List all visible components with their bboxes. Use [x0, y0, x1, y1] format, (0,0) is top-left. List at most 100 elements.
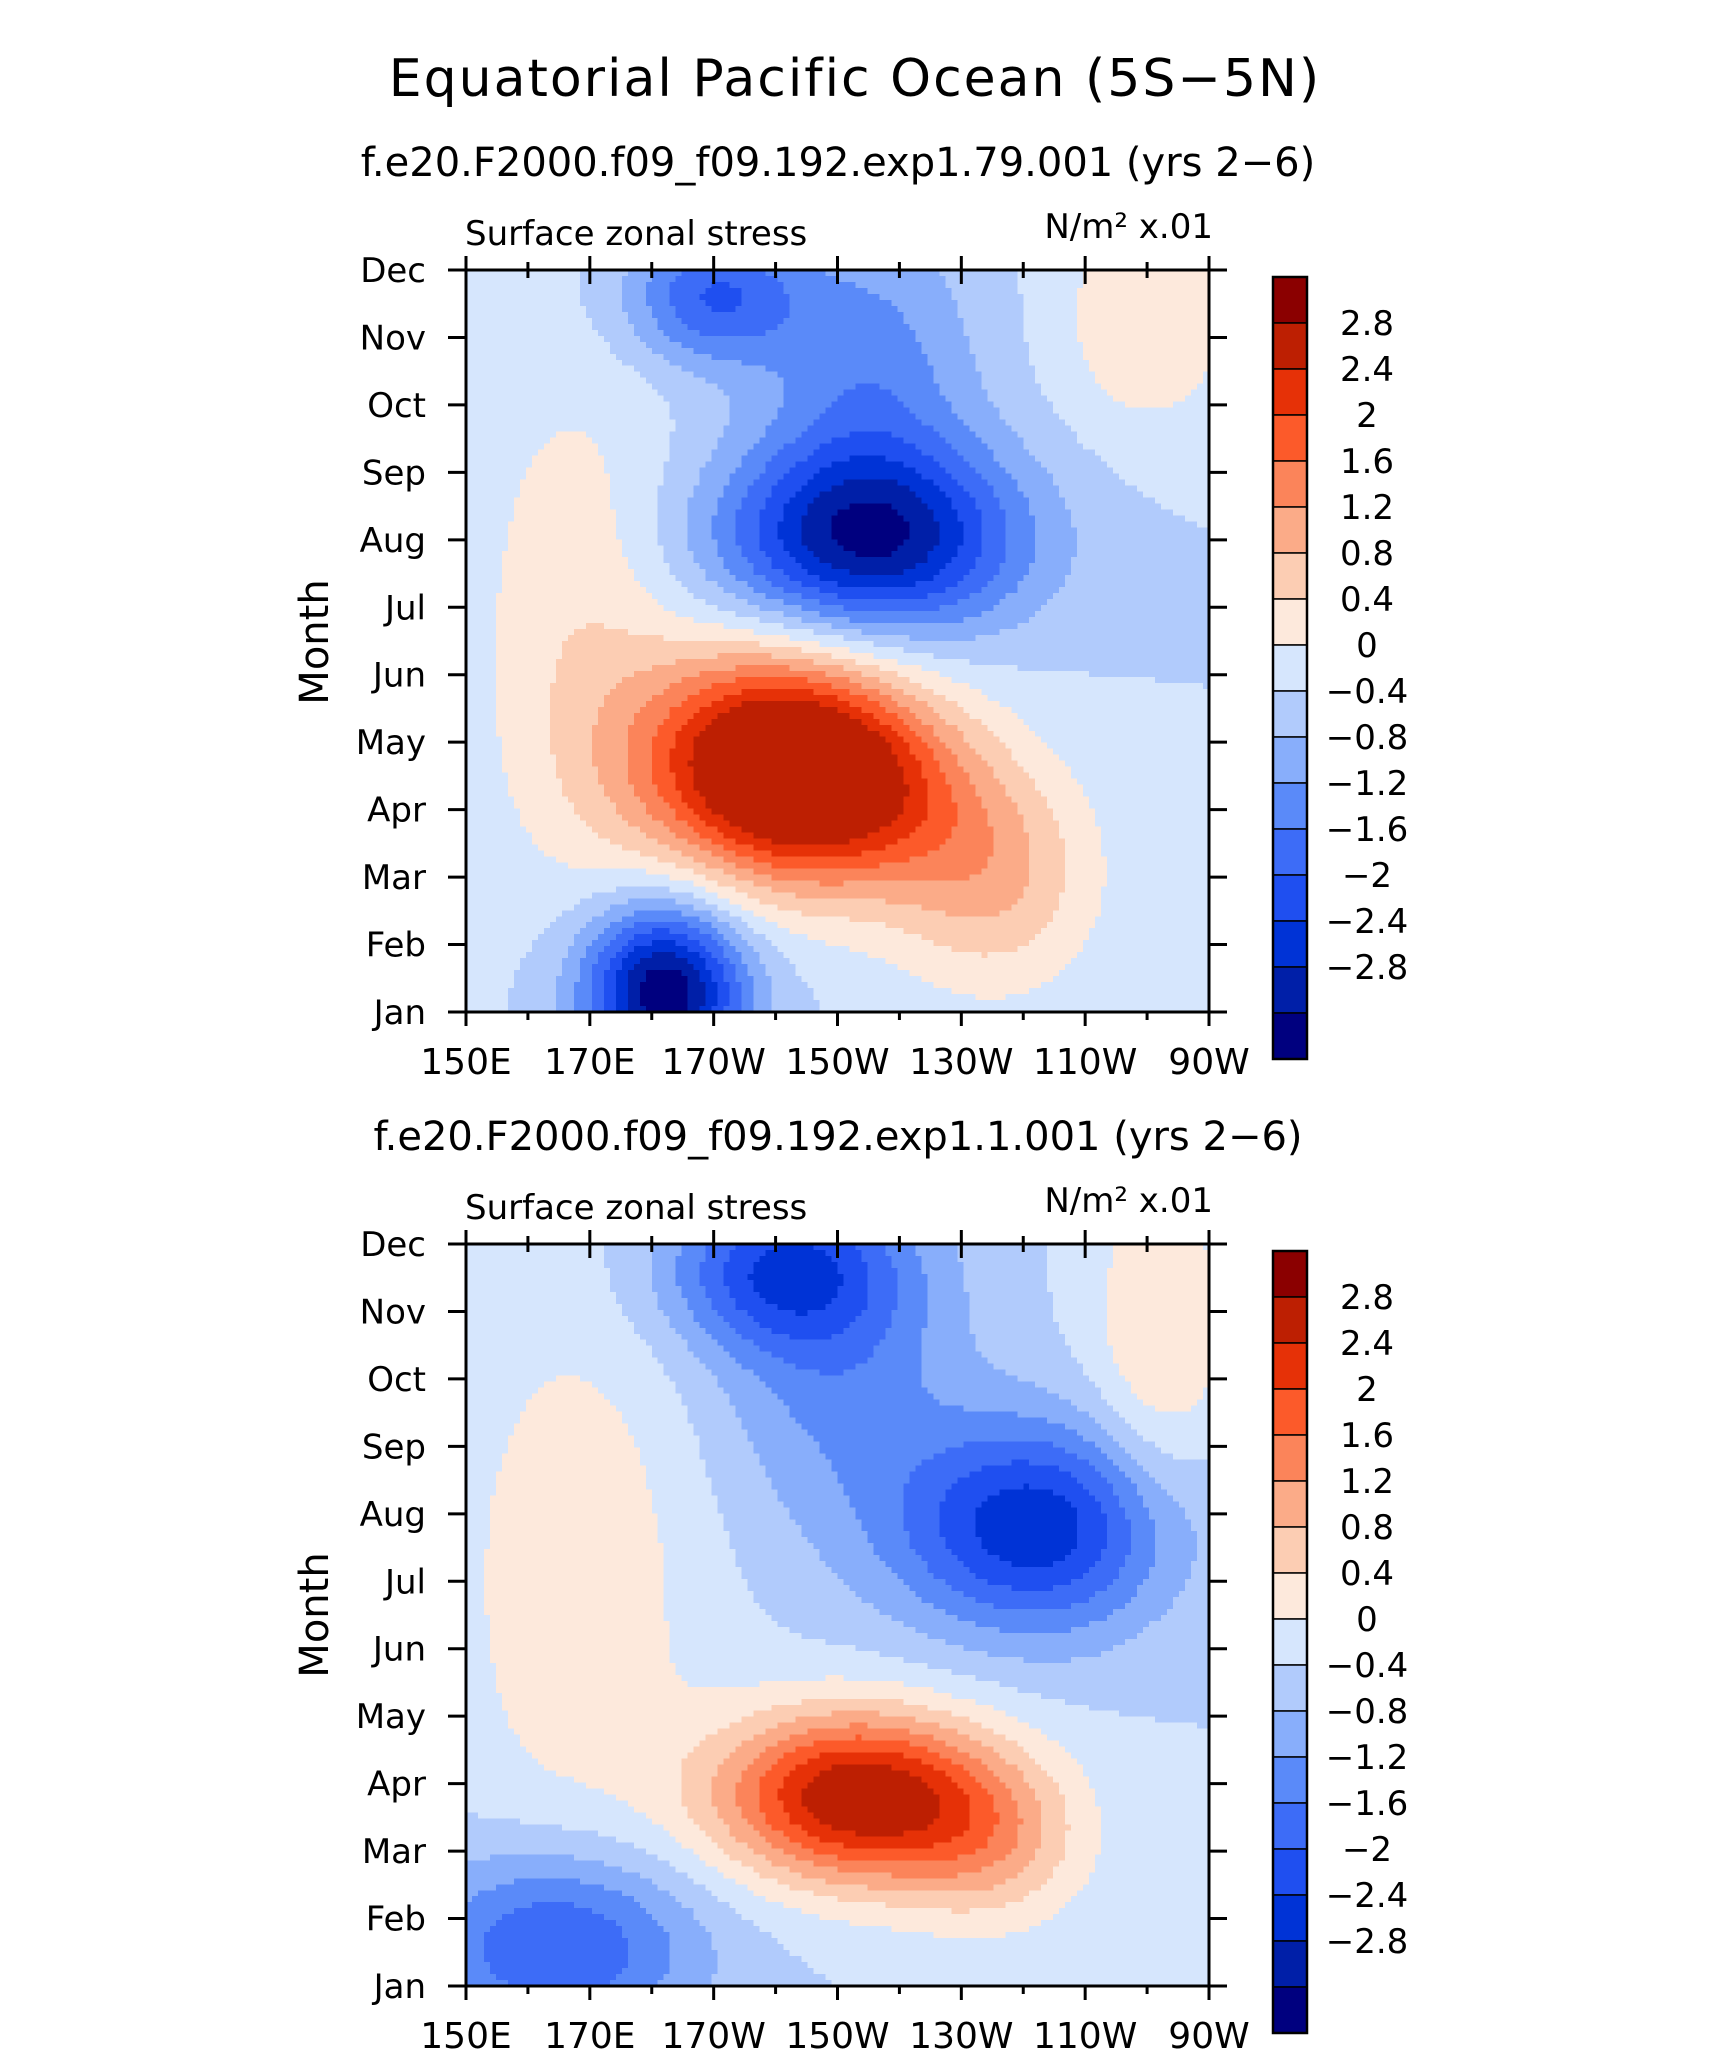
y-tick-label: Aug	[360, 521, 426, 561]
colorbar-swatch	[1272, 322, 1308, 370]
y-tick-label: Feb	[366, 1900, 426, 1940]
colorbar-swatch	[1272, 736, 1308, 784]
colorbar-swatch	[1272, 598, 1308, 646]
y-tick-label: Jul	[383, 588, 426, 628]
panel-bottom-contours	[466, 1244, 1209, 1986]
y-tick-label: Sep	[362, 453, 426, 493]
colorbar-swatch	[1272, 966, 1308, 1014]
colorbar-swatch	[1272, 1012, 1308, 1060]
y-tick-label: Jun	[371, 1630, 426, 1670]
colorbar-swatch	[1272, 920, 1308, 968]
colorbar-label: 0	[1356, 626, 1378, 666]
panel-bottom: f.e20.F2000.f09_f09.192.exp1.1.001 (yrs …	[292, 1114, 1408, 2057]
y-tick-label: Apr	[367, 1765, 426, 1805]
panel-bottom-units: N/m² x.01	[1044, 1181, 1213, 1221]
colorbar-swatch	[1272, 1940, 1308, 1988]
y-tick-label: Mar	[362, 1832, 426, 1872]
colorbar-label: 2	[1356, 396, 1378, 436]
colorbar-swatch	[1272, 1802, 1308, 1850]
colorbar-swatch	[1272, 1296, 1308, 1344]
panel-top-axes: 150E 170E 170W 150W 130W 110W 90W Jan Feb Mar Apr M…	[356, 251, 1250, 1083]
x-tick-label: 130W	[909, 2016, 1013, 2057]
colorbar-label: 2.8	[1340, 1278, 1394, 1318]
y-tick-label: Jan	[372, 1967, 426, 2007]
x-tick-label: 150E	[420, 2016, 511, 2057]
colorbar-label: 2.4	[1340, 1324, 1394, 1364]
colorbar-label: −0.4	[1326, 1646, 1409, 1686]
x-tick-label: 170W	[662, 1042, 766, 1083]
y-tick-label: Aug	[360, 1495, 426, 1535]
colorbar-swatch	[1272, 1986, 1308, 2034]
colorbar-swatch	[1272, 1480, 1308, 1528]
y-tick-label: Dec	[360, 1225, 426, 1265]
colorbar-label: 0.4	[1340, 580, 1394, 620]
colorbar-swatch	[1272, 552, 1308, 600]
panel-bottom-colorbar: 2.8 2.4 2 1.6 1.2 0.8 0.4 0 −0.4 −0.8 −1.2 −1.6 −2 −2…	[1271, 1249, 1409, 2035]
colorbar-swatch	[1272, 414, 1308, 462]
colorbar-swatch	[1272, 782, 1308, 830]
panel-top-title: f.e20.F2000.f09_f09.192.exp1.79.001 (yrs…	[361, 140, 1315, 186]
x-tick-label: 150W	[785, 1042, 889, 1083]
x-tick-label: 90W	[1168, 1042, 1249, 1083]
x-tick-label: 130W	[909, 1042, 1013, 1083]
colorbar-label: 0.8	[1340, 534, 1394, 574]
colorbar-swatch	[1272, 368, 1308, 416]
y-tick-label: Sep	[362, 1427, 426, 1467]
y-tick-label: Oct	[367, 386, 426, 426]
y-tick-label: Jul	[383, 1562, 426, 1602]
colorbar-label: −2.4	[1326, 902, 1409, 942]
colorbar-swatch	[1272, 460, 1308, 508]
panel-top-colorbar: 2.8 2.4 2 1.6 1.2 0.8 0.4 0 −0.4 −0.8 −1.2 −1.6 −2 −2…	[1271, 275, 1409, 1061]
colorbar-label: −2.8	[1326, 1922, 1409, 1962]
y-tick-label: Mar	[362, 858, 426, 898]
colorbar-swatch	[1272, 506, 1308, 554]
y-tick-label: Jun	[371, 656, 426, 696]
colorbar-frame	[1271, 1249, 1309, 2035]
colorbar-label: 1.2	[1340, 1462, 1394, 1502]
colorbar-label: −1.6	[1326, 810, 1409, 850]
colorbar-swatch	[1272, 1848, 1308, 1896]
panel-top-variable: Surface zonal stress	[465, 214, 807, 254]
panel-top-units: N/m² x.01	[1044, 207, 1213, 247]
panel-top-ylabel: Month	[292, 579, 338, 704]
colorbar-label: −1.2	[1326, 1738, 1409, 1778]
y-tick-label: May	[356, 1697, 426, 1737]
colorbar-swatch	[1272, 1756, 1308, 1804]
panel-bottom-variable: Surface zonal stress	[465, 1188, 807, 1228]
x-tick-label: 110W	[1033, 1042, 1137, 1083]
colorbar-swatch	[1272, 1388, 1308, 1436]
colorbar-swatch	[1272, 1250, 1308, 1298]
colorbar-label: −1.2	[1326, 764, 1409, 804]
colorbar-label: 0.4	[1340, 1554, 1394, 1594]
colorbar-label: −0.8	[1326, 1692, 1409, 1732]
panel-bottom-axes: 150E 170E 170W 150W 130W 110W 90W Jan Feb Mar Apr M…	[356, 1225, 1250, 2057]
colorbar-label: 1.6	[1340, 1416, 1394, 1456]
colorbar-label: 1.2	[1340, 488, 1394, 528]
colorbar-swatch	[1272, 1664, 1308, 1712]
x-tick-label: 150E	[420, 1042, 511, 1083]
y-tick-label: Dec	[360, 251, 426, 291]
colorbar-label: 2.4	[1340, 350, 1394, 390]
x-tick-label: 110W	[1033, 2016, 1137, 2057]
colorbar-swatch	[1272, 1342, 1308, 1390]
y-tick-label: Oct	[367, 1360, 426, 1400]
colorbar-label: −2	[1342, 1830, 1392, 1870]
y-tick-label: Jan	[372, 993, 426, 1033]
y-tick-label: May	[356, 723, 426, 763]
panel-top: f.e20.F2000.f09_f09.192.exp1.79.001 (yrs…	[292, 140, 1408, 1083]
colorbar-label: −0.8	[1326, 718, 1409, 758]
x-tick-label: 170E	[544, 1042, 635, 1083]
x-tick-label: 150W	[785, 2016, 889, 2057]
y-tick-label: Feb	[366, 926, 426, 966]
colorbar-label: 2.8	[1340, 304, 1394, 344]
colorbar-label: −2.8	[1326, 948, 1409, 988]
colorbar-label: 1.6	[1340, 442, 1394, 482]
colorbar-swatch	[1272, 828, 1308, 876]
y-tick-label: Nov	[360, 1292, 426, 1332]
colorbar-swatch	[1272, 1618, 1308, 1666]
y-tick-label: Nov	[360, 318, 426, 358]
x-tick-label: 170E	[544, 2016, 635, 2057]
colorbar-label: −2.4	[1326, 1876, 1409, 1916]
colorbar-swatch	[1272, 1710, 1308, 1758]
